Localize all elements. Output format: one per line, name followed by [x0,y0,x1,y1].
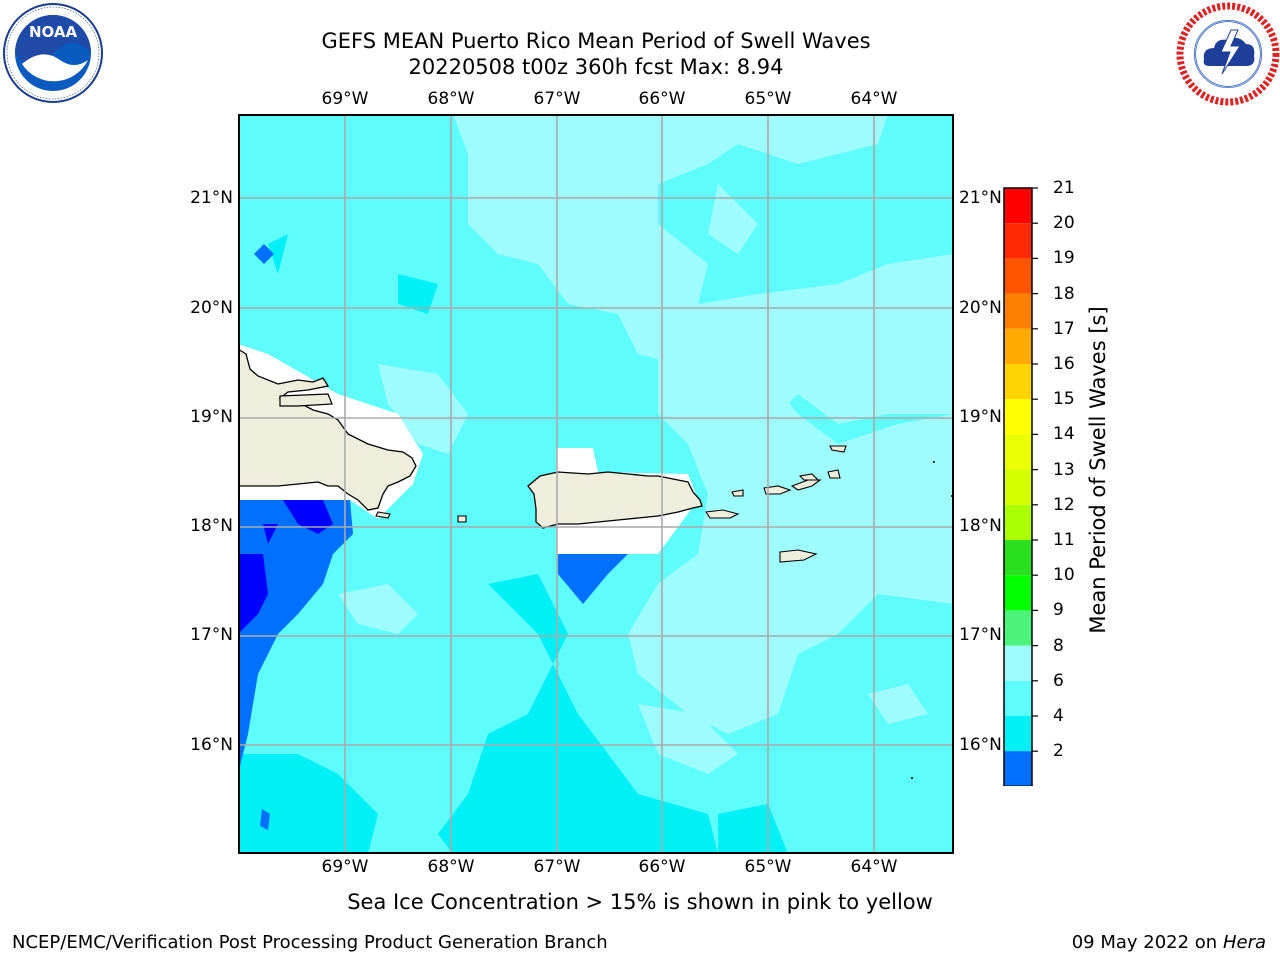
mona-island [457,515,467,523]
footer-host: Hera [1222,932,1266,953]
lat-label-left: 17°N [190,625,233,645]
lat-label-left: 19°N [190,407,233,427]
colorbar-tick-label: 16 [1053,354,1075,374]
colorbar-segment [1004,223,1032,259]
vieques-island [705,509,740,519]
lat-label-right: 19°N [959,407,1002,427]
colorbar-segment [1004,434,1032,470]
field-2-4 [238,244,628,830]
lon-label-top: 66°W [638,89,686,109]
lat-label-right: 20°N [959,298,1002,318]
lon-label-bottom: 68°W [427,857,475,877]
map-svg [237,114,954,854]
colorbar-segment [1004,751,1032,787]
lon-label-top: 68°W [427,89,475,109]
colorbar-tick-label: 20 [1053,213,1075,234]
colorbar-tick-label: 8 [1053,635,1064,656]
colorbar-segment [1004,364,1032,400]
colorbar-tick-label: 15 [1053,389,1075,410]
colorbar-segment [1004,645,1032,681]
noaa-logo-text: NOAA [29,23,78,41]
lat-label-right: 18°N [959,516,1002,536]
colorbar-tick-label: 17 [1053,318,1075,339]
colorbar-segment [1004,469,1032,505]
colorbar-tick-label: 14 [1053,424,1075,445]
lat-label-left: 18°N [190,516,233,536]
footer-branch: NCEP/EMC/Verification Post Processing Pr… [12,932,608,953]
colorbar-segment [1004,399,1032,435]
lat-label-left: 16°N [190,735,233,755]
tortola-island [798,473,820,481]
colorbar-tick-label: 4 [1053,706,1064,726]
chart-title-line1: GEFS MEAN Puerto Rico Mean Period of Swe… [321,29,871,53]
colorbar-tick-label: 12 [1053,494,1075,515]
st-john-island [790,479,822,491]
colorbar-segment [1004,610,1032,646]
lon-label-bottom: 66°W [638,857,686,877]
chart-title-line2: 20220508 t00z 360h fcst Max: 8.94 [408,55,784,79]
colorbar-tick-label: 19 [1053,248,1075,269]
culebra-island [731,489,744,497]
lon-label-bottom: 69°W [321,857,369,877]
lon-label-bottom: 64°W [850,857,898,877]
colorbar-tick-label: 10 [1053,565,1075,586]
colorbar-tick-label: 9 [1053,600,1064,621]
anegada-island [829,445,847,453]
colorbar-segment [1004,188,1032,224]
sea-ice-note: Sea Ice Concentration > 15% is shown in … [347,890,933,914]
colorbar-segment [1004,258,1032,294]
st-croix-island [779,549,818,563]
lon-label-top: 64°W [850,89,898,109]
field-under-2 [238,500,333,634]
colorbar-title: Mean Period of Swell Waves [s] [1086,306,1110,634]
hispaniola-land [237,347,417,511]
lon-label-top: 69°W [321,89,369,109]
map-panel [237,114,954,854]
field-4-6 [238,234,788,854]
colorbar-segment [1004,575,1032,611]
colorbar-tick-label: 11 [1053,530,1075,550]
graticule [238,114,954,854]
puerto-rico-land [527,471,703,529]
lat-label-left: 20°N [190,298,233,318]
colorbar-tick-label: 2 [1053,741,1064,762]
small-island [375,511,391,519]
lon-label-bottom: 65°W [744,857,792,877]
nws-logo [1176,2,1280,106]
lat-label-right: 16°N [959,735,1002,755]
map-frame [238,114,954,854]
colorbar-tick-label: 13 [1053,459,1075,480]
colorbar [1000,186,1040,817]
footer-date: 09 May 2022 on Hera [1072,932,1266,953]
lat-label-right: 17°N [959,625,1002,645]
colorbar-segment [1004,716,1032,752]
footer-date-text: 09 May 2022 on [1071,932,1218,953]
colorbar-segment [1004,293,1032,329]
lon-label-top: 65°W [744,89,792,109]
lat-label-right: 21°N [959,188,1002,208]
lon-label-bottom: 67°W [533,857,581,877]
colorbar-tick-label: 6 [1053,670,1064,691]
colorbar-tick-label: 21 [1053,178,1075,198]
lat-label-left: 21°N [190,188,233,208]
tortuga-island [279,393,333,407]
noaa-logo: NOAA [2,2,104,104]
colorbar-segment [1004,328,1032,364]
virgin-gorda-island [827,469,841,479]
lon-label-top: 67°W [533,89,581,109]
colorbar-segment [1004,680,1032,716]
st-thomas-island [763,485,792,495]
colorbar-tick-label: 18 [1053,283,1075,304]
colorbar-segment [1004,540,1032,576]
colorbar-segment [1004,504,1032,540]
